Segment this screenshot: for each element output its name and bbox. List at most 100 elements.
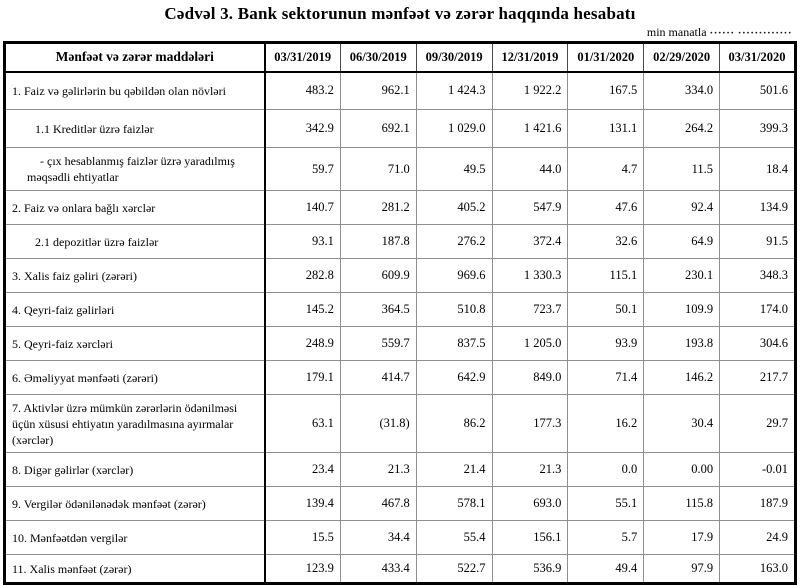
value-cell: 276.2 bbox=[415, 224, 493, 259]
table-row: 2.1 depozitlər üzrə faizlər 93.1 187.8 276.… bbox=[4, 224, 796, 259]
value-cell: 187.8 bbox=[339, 224, 417, 259]
value-cell: 44.0 bbox=[491, 147, 569, 191]
table-row: 10. Mənfəətdən vergilər 15.5 34.4 55.4 156.1… bbox=[4, 520, 796, 555]
value-cell: 217.7 bbox=[719, 360, 796, 395]
unit-line: min manatla ······ ············· bbox=[0, 26, 800, 40]
value-cell: 282.8 bbox=[264, 258, 341, 293]
table-row: 7. Aktivlər üzrə mümkün zərərlərin ödəni… bbox=[4, 394, 796, 453]
value-cell: 4.7 bbox=[567, 147, 645, 191]
row-label: - çıx hesablanmış faizlər üzrə yaradılmı… bbox=[4, 147, 266, 191]
value-cell: 134.9 bbox=[719, 190, 796, 225]
value-cell: 49.5 bbox=[415, 147, 493, 191]
value-cell: 578.1 bbox=[415, 486, 493, 521]
value-cell: 405.2 bbox=[415, 190, 493, 225]
value-cell: 71.4 bbox=[567, 360, 645, 395]
value-cell: 467.8 bbox=[339, 486, 417, 521]
value-cell: 1 922.2 bbox=[491, 71, 569, 110]
row-label: 5. Qeyri-faiz xərcləri bbox=[4, 326, 266, 361]
value-cell: 179.1 bbox=[264, 360, 341, 395]
value-cell: 131.1 bbox=[567, 109, 645, 148]
table-row: 9. Vergilər ödənilənədək mənfəət (zərər)… bbox=[4, 486, 796, 521]
row-label: 10. Mənfəətdən vergilər bbox=[4, 520, 266, 555]
value-cell: 0.0 bbox=[567, 452, 645, 487]
table-row: 5. Qeyri-faiz xərcləri 248.9 559.7 837.5 1 2… bbox=[4, 326, 796, 361]
value-cell: 193.8 bbox=[643, 326, 721, 361]
value-cell: 0.00 bbox=[643, 452, 721, 487]
column-header-date: 06/30/2019 bbox=[339, 42, 417, 73]
row-label: 8. Digər gəlirlər (xərclər) bbox=[4, 452, 266, 487]
value-cell: 93.9 bbox=[567, 326, 645, 361]
value-cell: 5.7 bbox=[567, 520, 645, 555]
value-cell: 230.1 bbox=[643, 258, 721, 293]
value-cell: 55.1 bbox=[567, 486, 645, 521]
value-cell: 49.4 bbox=[567, 554, 645, 584]
value-cell: 21.4 bbox=[415, 452, 493, 487]
value-cell: 123.9 bbox=[264, 554, 341, 584]
value-cell: 399.3 bbox=[719, 109, 796, 148]
row-label: 2. Faiz və onlara bağlı xərclər bbox=[4, 190, 266, 225]
value-cell: 145.2 bbox=[264, 292, 341, 327]
value-cell: 16.2 bbox=[567, 394, 645, 453]
value-cell: 140.7 bbox=[264, 190, 341, 225]
value-cell: 109.9 bbox=[643, 292, 721, 327]
value-cell: 433.4 bbox=[339, 554, 417, 584]
value-cell: 64.9 bbox=[643, 224, 721, 259]
value-cell: 163.0 bbox=[719, 554, 796, 584]
value-cell: 334.0 bbox=[643, 71, 721, 110]
value-cell: 21.3 bbox=[491, 452, 569, 487]
value-cell: 723.7 bbox=[491, 292, 569, 327]
value-cell: 1 029.0 bbox=[415, 109, 493, 148]
value-cell: 281.2 bbox=[339, 190, 417, 225]
value-cell: 71.0 bbox=[339, 147, 417, 191]
value-cell: 15.5 bbox=[264, 520, 341, 555]
value-cell: 1 330.3 bbox=[491, 258, 569, 293]
value-cell: 510.8 bbox=[415, 292, 493, 327]
value-cell: 837.5 bbox=[415, 326, 493, 361]
value-cell: -0.01 bbox=[719, 452, 796, 487]
table-body: 1. Faiz və gəlirlərin bu qəbildən olan n… bbox=[4, 71, 796, 584]
value-cell: 522.7 bbox=[415, 554, 493, 584]
value-cell: 1 205.0 bbox=[491, 326, 569, 361]
value-cell: 609.9 bbox=[339, 258, 417, 293]
value-cell: 536.9 bbox=[491, 554, 569, 584]
table-row: 6. Əməliyyat mənfəəti (zərəri) 179.1 414.7… bbox=[4, 360, 796, 395]
column-header-date: 03/31/2020 bbox=[719, 42, 796, 73]
table-row: 11. Xalis mənfəət (zərər) 123.9 433.4 522.7… bbox=[4, 554, 796, 584]
value-cell: 167.5 bbox=[567, 71, 645, 110]
row-label: 9. Vergilər ödənilənədək mənfəət (zərər) bbox=[4, 486, 266, 521]
row-label: 6. Əməliyyat mənfəəti (zərəri) bbox=[4, 360, 266, 395]
value-cell: 372.4 bbox=[491, 224, 569, 259]
value-cell: 34.4 bbox=[339, 520, 417, 555]
value-cell: 115.1 bbox=[567, 258, 645, 293]
table-row: 4. Qeyri-faiz gəlirləri 145.2 364.5 510.8 72… bbox=[4, 292, 796, 327]
table-row: 2. Faiz və onlara bağlı xərclər 140.7 281.… bbox=[4, 190, 796, 225]
value-cell: 969.6 bbox=[415, 258, 493, 293]
value-cell: 187.9 bbox=[719, 486, 796, 521]
value-cell: 93.1 bbox=[264, 224, 341, 259]
value-cell: 30.4 bbox=[643, 394, 721, 453]
column-header-date: 02/29/2020 bbox=[643, 42, 721, 73]
column-header-items: Mənfəət və zərər maddələri bbox=[4, 42, 266, 73]
value-cell: 115.8 bbox=[643, 486, 721, 521]
table-row: 8. Digər gəlirlər (xərclər) 23.4 21.3 21.4 2… bbox=[4, 452, 796, 487]
row-label: 1. Faiz və gəlirlərin bu qəbildən olan n… bbox=[4, 71, 266, 110]
value-cell: 139.4 bbox=[264, 486, 341, 521]
column-header-date: 09/30/2019 bbox=[415, 42, 493, 73]
row-label: 2.1 depozitlər üzrə faizlər bbox=[4, 224, 266, 259]
value-cell: 91.5 bbox=[719, 224, 796, 259]
row-label: 1.1 Kreditlər üzrə faizlər bbox=[4, 109, 266, 148]
value-cell: 642.9 bbox=[415, 360, 493, 395]
value-cell: 59.7 bbox=[264, 147, 341, 191]
value-cell: 174.0 bbox=[719, 292, 796, 327]
value-cell: 501.6 bbox=[719, 71, 796, 110]
value-cell: 962.1 bbox=[339, 71, 417, 110]
value-cell: 23.4 bbox=[264, 452, 341, 487]
value-cell: 348.3 bbox=[719, 258, 796, 293]
report-page: Cədvəl 3. Bank sektorunun mənfəət və zər… bbox=[0, 4, 800, 585]
row-label: 3. Xalis faiz gəliri (zərəri) bbox=[4, 258, 266, 293]
value-cell: 17.9 bbox=[643, 520, 721, 555]
value-cell: 1 421.6 bbox=[491, 109, 569, 148]
value-cell: 342.9 bbox=[264, 109, 341, 148]
page-title: Cədvəl 3. Bank sektorunun mənfəət və zər… bbox=[164, 4, 636, 23]
value-cell: 483.2 bbox=[264, 71, 341, 110]
